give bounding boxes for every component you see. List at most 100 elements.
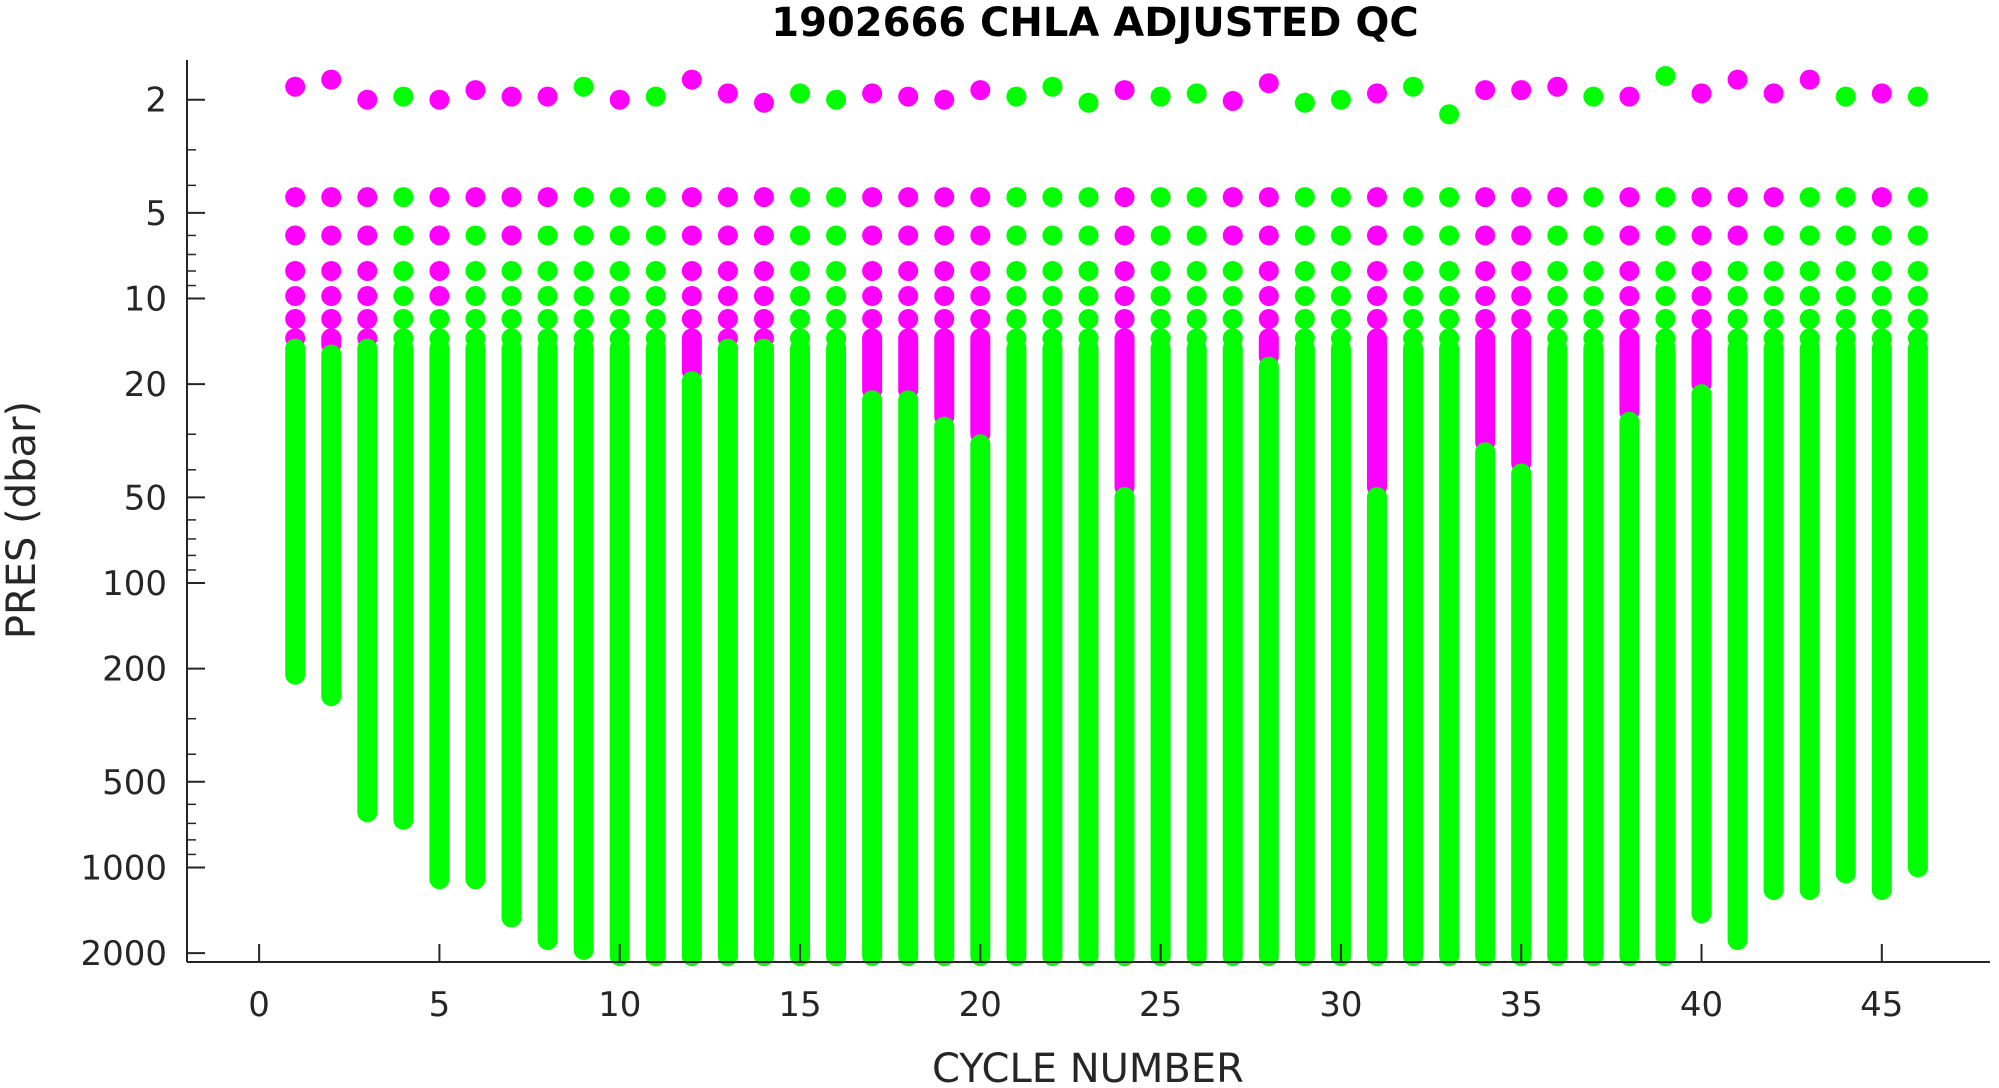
data-point bbox=[898, 225, 919, 246]
data-point bbox=[285, 76, 306, 97]
data-point bbox=[1871, 286, 1892, 307]
data-point bbox=[573, 260, 594, 281]
y-tick-label: 2 bbox=[145, 81, 167, 121]
data-point bbox=[393, 187, 414, 208]
data-point bbox=[1042, 308, 1063, 329]
data-point bbox=[1763, 260, 1784, 281]
data-point bbox=[717, 187, 738, 208]
data-point bbox=[357, 225, 378, 246]
data-point bbox=[429, 89, 450, 110]
data-point bbox=[429, 225, 450, 246]
data-point bbox=[465, 260, 486, 281]
cycle-profile bbox=[790, 83, 811, 967]
data-point bbox=[934, 89, 955, 110]
data-point bbox=[1258, 308, 1279, 329]
data-point bbox=[537, 187, 558, 208]
good-segment bbox=[1294, 338, 1315, 967]
data-point bbox=[1727, 187, 1748, 208]
data-point bbox=[1186, 308, 1207, 329]
good-segment bbox=[1114, 487, 1135, 967]
data-point bbox=[717, 83, 738, 104]
data-point bbox=[1330, 225, 1351, 246]
good-segment bbox=[753, 338, 774, 967]
data-point bbox=[1763, 308, 1784, 329]
data-point bbox=[537, 225, 558, 246]
flagged-segment bbox=[1691, 330, 1712, 395]
good-segment bbox=[1366, 487, 1387, 967]
data-point bbox=[1222, 90, 1243, 111]
good-segment bbox=[970, 434, 991, 967]
data-point bbox=[1511, 308, 1532, 329]
data-point bbox=[862, 286, 883, 307]
good-segment bbox=[1150, 338, 1171, 967]
data-point bbox=[1763, 225, 1784, 246]
data-point bbox=[1330, 89, 1351, 110]
data-point bbox=[393, 308, 414, 329]
good-segment bbox=[1691, 384, 1712, 924]
data-point bbox=[970, 225, 991, 246]
data-point bbox=[681, 286, 702, 307]
data-point bbox=[1294, 286, 1315, 307]
data-point bbox=[1547, 225, 1568, 246]
good-segment bbox=[1835, 338, 1856, 884]
data-point bbox=[357, 187, 378, 208]
data-point bbox=[609, 187, 630, 208]
good-segment bbox=[681, 371, 702, 967]
data-point bbox=[1907, 187, 1928, 208]
data-point bbox=[393, 86, 414, 107]
good-segment bbox=[1583, 338, 1604, 967]
flagged-segment bbox=[1114, 330, 1135, 498]
flagged-segment bbox=[934, 330, 955, 427]
data-point bbox=[1871, 225, 1892, 246]
data-point bbox=[681, 308, 702, 329]
data-point bbox=[1114, 308, 1135, 329]
data-point bbox=[573, 286, 594, 307]
data-point bbox=[898, 286, 919, 307]
data-point bbox=[429, 187, 450, 208]
data-point bbox=[1114, 187, 1135, 208]
y-tick-label: 50 bbox=[124, 478, 167, 518]
data-point bbox=[1150, 286, 1171, 307]
good-segment bbox=[1907, 338, 1928, 878]
data-point bbox=[970, 187, 991, 208]
data-point bbox=[862, 225, 883, 246]
data-point bbox=[1619, 225, 1640, 246]
good-segment bbox=[1871, 338, 1892, 900]
flagged-segment bbox=[1619, 330, 1640, 422]
data-point bbox=[357, 286, 378, 307]
y-tick-label: 10 bbox=[124, 280, 167, 320]
good-segment bbox=[429, 338, 450, 890]
data-point bbox=[790, 187, 811, 208]
data-point bbox=[1222, 308, 1243, 329]
good-segment bbox=[321, 344, 342, 707]
data-point bbox=[934, 225, 955, 246]
data-point bbox=[285, 225, 306, 246]
cycle-profile bbox=[429, 89, 450, 890]
data-point bbox=[1691, 260, 1712, 281]
data-point bbox=[393, 260, 414, 281]
good-segment bbox=[790, 338, 811, 967]
data-point bbox=[1691, 83, 1712, 104]
data-point bbox=[1475, 80, 1496, 101]
flagged-segment bbox=[898, 330, 919, 401]
flagged-segment bbox=[970, 330, 991, 445]
good-segment bbox=[1042, 338, 1063, 967]
data-point bbox=[537, 86, 558, 107]
good-segment bbox=[1222, 338, 1243, 967]
data-point bbox=[1006, 308, 1027, 329]
data-point bbox=[1511, 260, 1532, 281]
data-point bbox=[1330, 286, 1351, 307]
data-point bbox=[1330, 187, 1351, 208]
data-point bbox=[934, 187, 955, 208]
data-point bbox=[285, 260, 306, 281]
data-point bbox=[898, 86, 919, 107]
data-point bbox=[357, 89, 378, 110]
cycle-profile bbox=[1114, 80, 1135, 967]
cycle-profile bbox=[1078, 92, 1099, 967]
data-point bbox=[934, 260, 955, 281]
data-point bbox=[465, 225, 486, 246]
cycle-profile bbox=[1835, 86, 1856, 884]
data-point bbox=[1727, 308, 1748, 329]
cycle-profile bbox=[1150, 86, 1171, 967]
x-tick-label: 45 bbox=[1860, 985, 1903, 1025]
